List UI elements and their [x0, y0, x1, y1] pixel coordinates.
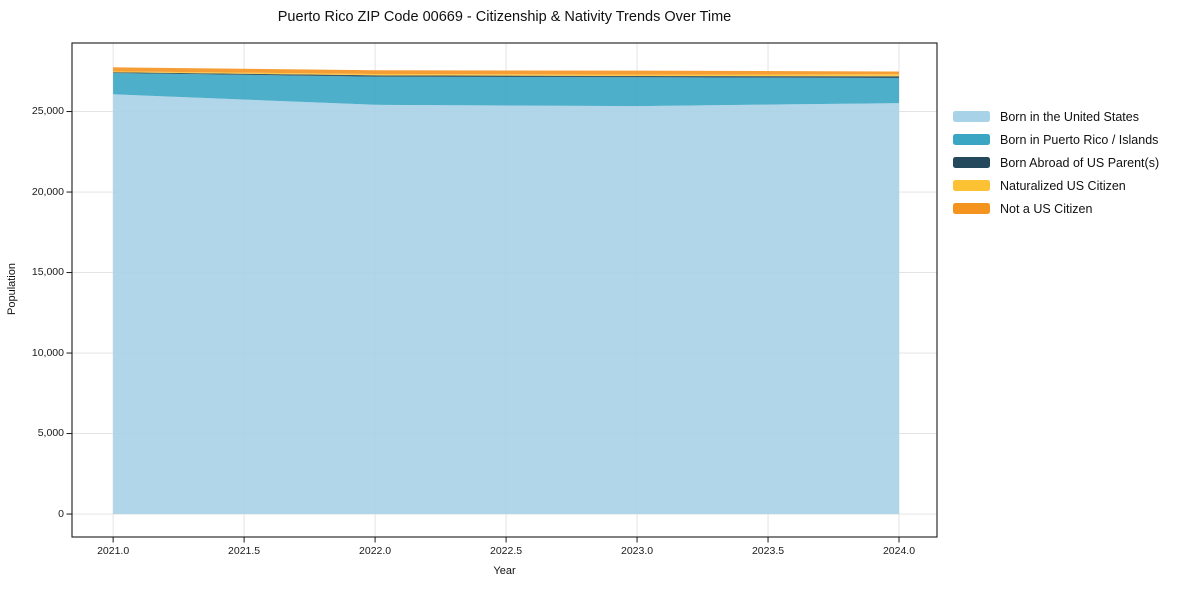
legend-swatch [953, 180, 990, 191]
area-band [113, 72, 900, 78]
legend-item: Born Abroad of US Parent(s) [953, 151, 1159, 174]
legend-item: Born in Puerto Rico / Islands [953, 128, 1159, 151]
y-tick-label: 20,000 [31, 185, 64, 198]
x-tick-label: 2022.0 [359, 545, 392, 557]
legend-swatch [953, 111, 990, 122]
area-band [113, 94, 900, 515]
legend-item: Naturalized US Citizen [953, 174, 1159, 197]
legend-swatch [953, 134, 990, 145]
area-band [113, 67, 900, 75]
plot-frame [71, 42, 938, 538]
x-tick-label: 2021.5 [228, 545, 261, 557]
legend-swatch [953, 203, 990, 214]
x-tick-label: 2023.5 [751, 545, 785, 557]
x-tick-label: 2021.0 [97, 545, 130, 557]
legend-label: Born Abroad of US Parent(s) [1000, 155, 1160, 170]
y-tick-label: 10,000 [31, 346, 64, 359]
legend-swatch [953, 157, 990, 168]
legend-label: Naturalized US Citizen [1000, 178, 1126, 193]
x-axis-label: Year [493, 565, 516, 577]
y-tick-label: 25,000 [31, 105, 64, 118]
chart-title: Puerto Rico ZIP Code 00669 - Citizenship… [277, 9, 732, 25]
area-band [113, 73, 900, 107]
y-tick-label: 5,000 [37, 427, 64, 440]
x-tick-label: 2022.5 [490, 545, 523, 557]
legend-item: Born in the United States [953, 105, 1159, 128]
x-tick-label: 2023.0 [620, 545, 654, 557]
legend-label: Born in the United States [1000, 109, 1139, 124]
legend-label: Not a US Citizen [1000, 201, 1093, 216]
area-band [113, 71, 900, 77]
y-tick-label: 15,000 [31, 266, 64, 279]
y-tick-label: 0 [58, 507, 64, 520]
legend: Born in the United States Born in Puerto … [953, 105, 1159, 220]
x-tick-label: 2024.0 [882, 545, 916, 557]
legend-item: Not a US Citizen [953, 197, 1159, 220]
legend-label: Born in Puerto Rico / Islands [1000, 132, 1159, 147]
